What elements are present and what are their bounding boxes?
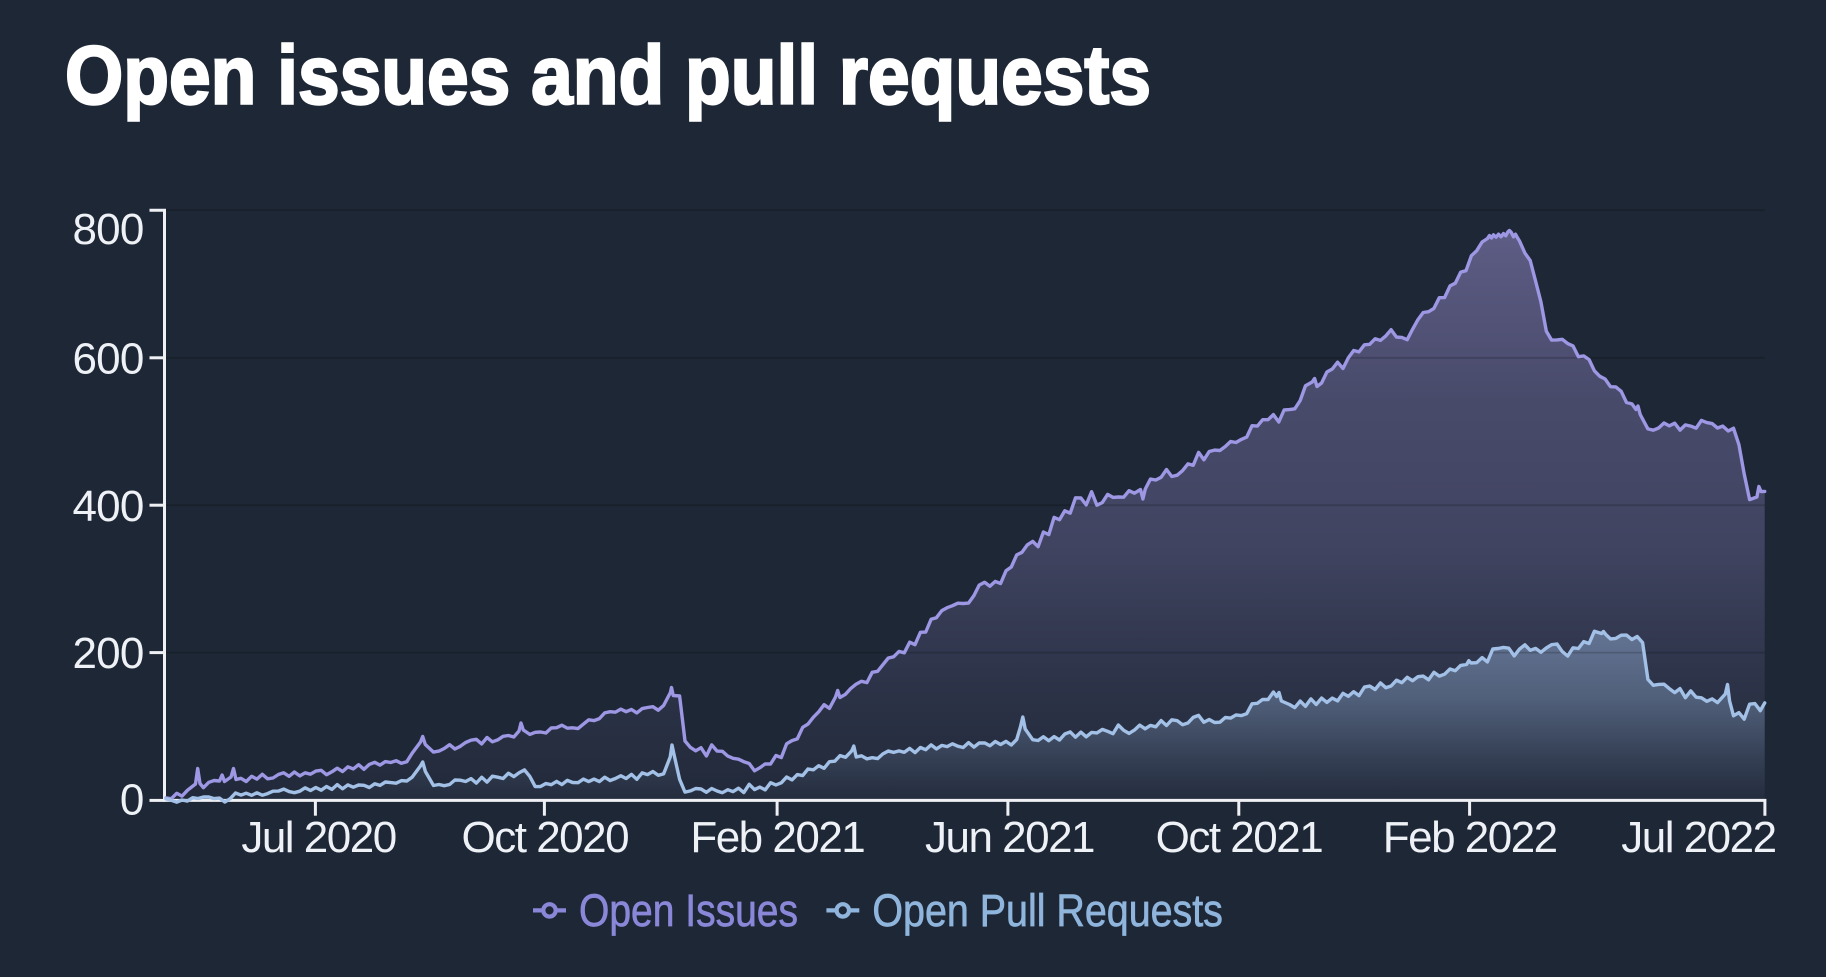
- svg-text:Jul 2020: Jul 2020: [241, 813, 395, 862]
- svg-text:800: 800: [72, 205, 143, 254]
- svg-text:Oct 2020: Oct 2020: [462, 813, 629, 862]
- svg-text:Feb 2022: Feb 2022: [1383, 813, 1557, 862]
- svg-text:0: 0: [120, 775, 144, 824]
- svg-text:Jul 2022: Jul 2022: [1621, 813, 1775, 862]
- svg-text:Feb 2021: Feb 2021: [690, 813, 864, 862]
- svg-text:Open Pull Requests: Open Pull Requests: [872, 885, 1223, 936]
- svg-text:Open Issues: Open Issues: [579, 885, 798, 936]
- svg-text:Oct 2021: Oct 2021: [1156, 813, 1323, 862]
- svg-text:400: 400: [72, 482, 143, 531]
- svg-text:Jun 2021: Jun 2021: [925, 813, 1094, 862]
- svg-text:200: 200: [72, 629, 143, 678]
- svg-text:600: 600: [72, 334, 143, 383]
- svg-text:Open issues and pull requests: Open issues and pull requests: [65, 30, 1151, 122]
